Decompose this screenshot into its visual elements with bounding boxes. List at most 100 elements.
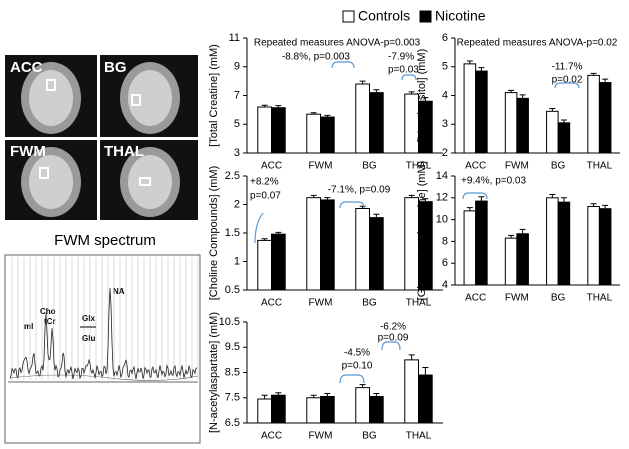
bar — [257, 398, 272, 424]
x-tick-label: THAL — [587, 293, 613, 304]
error-bar — [408, 194, 415, 198]
error-bar — [422, 366, 429, 376]
error-bar — [373, 392, 380, 397]
x-tick-label: THAL — [406, 298, 432, 309]
y-tick-label: 9.5 — [225, 341, 240, 353]
bar — [271, 233, 286, 291]
bar — [463, 210, 477, 286]
error-bar — [408, 354, 415, 360]
y-tick-label: 2 — [442, 147, 448, 159]
legend-swatch — [419, 10, 432, 23]
error-bar — [261, 394, 268, 400]
x-tick-label: BG — [551, 161, 566, 172]
y-tick-label: 10 — [436, 214, 448, 226]
y-axis-label: [Total Creatine] (mM) — [208, 44, 220, 147]
bar — [516, 233, 529, 286]
y-tick-label: 10.5 — [219, 316, 240, 328]
bar — [404, 359, 419, 424]
bar — [271, 394, 286, 424]
error-bar — [602, 78, 609, 83]
error-bar — [310, 194, 317, 198]
image-label: BG — [104, 59, 127, 76]
bracket — [331, 61, 355, 69]
y-tick-label: 4 — [442, 89, 448, 101]
error-bar — [359, 205, 366, 209]
bar — [306, 113, 321, 154]
y-axis-label: [N-acetylaspartate] (mM) — [208, 312, 220, 433]
error-bar — [478, 67, 485, 72]
x-tick-label: THAL — [406, 161, 432, 172]
bar — [463, 63, 477, 154]
bar — [587, 74, 600, 154]
bar — [587, 206, 600, 286]
x-tick-label: ACC — [465, 293, 486, 304]
error-bar — [324, 392, 331, 397]
annotation: +8.2% — [250, 177, 279, 188]
annotation: p=0.10 — [342, 361, 373, 372]
error-bar — [590, 72, 597, 76]
error-bar — [324, 197, 331, 200]
y-tick-label: 8.5 — [225, 366, 240, 378]
error-bar — [261, 104, 268, 107]
y-tick-label: 7.5 — [225, 392, 240, 404]
bar — [306, 397, 321, 424]
y-tick-label: 1.5 — [225, 227, 240, 239]
y-tick-label: 3 — [442, 118, 448, 130]
x-tick-label: THAL — [587, 161, 613, 172]
error-bar — [519, 94, 526, 99]
error-bar — [275, 392, 282, 396]
bar — [557, 201, 571, 286]
bar — [557, 122, 571, 154]
error-bar — [422, 198, 429, 202]
spectrum-line — [9, 287, 198, 380]
image-label: FWM — [10, 143, 46, 160]
bracket — [339, 374, 365, 384]
error-bar — [408, 91, 415, 95]
y-tick-label: 4 — [442, 279, 448, 291]
image-label: THAL — [104, 143, 144, 160]
y-axis-label: [Glutamate+glutamine] (mM) — [416, 161, 428, 301]
y-tick-label: 6.5 — [225, 417, 240, 429]
x-tick-label: ACC — [465, 161, 486, 172]
error-bar — [261, 238, 268, 241]
annotation: -4.5% — [344, 348, 370, 359]
bar — [516, 97, 529, 154]
error-bar — [275, 105, 282, 108]
annotation: +9.4%, p=0.03 — [461, 176, 526, 187]
legend-label: Nicotine — [435, 8, 486, 24]
y-tick-label: 5 — [442, 61, 448, 73]
y-tick-label: 8 — [442, 235, 448, 247]
legend-swatch — [342, 10, 355, 23]
bar — [306, 197, 321, 291]
y-tick-label: 12 — [436, 192, 448, 204]
peak-label: ml — [24, 322, 33, 331]
x-tick-label: BG — [362, 298, 377, 309]
x-tick-label: FWM — [505, 161, 529, 172]
y-tick-label: 14 — [436, 170, 448, 182]
y-tick-label: 6 — [442, 32, 448, 44]
bar — [257, 106, 272, 154]
error-bar — [508, 89, 515, 93]
legend-label: Controls — [358, 8, 410, 24]
annotation: p=0.03 — [388, 65, 419, 76]
error-bar — [560, 197, 567, 203]
x-tick-label: ACC — [261, 431, 282, 442]
bar — [355, 387, 370, 424]
bracket — [339, 201, 365, 209]
x-tick-label: FWM — [309, 298, 333, 309]
y-tick-label: 7 — [234, 89, 240, 101]
annotation: Repeated measures ANOVA-p=0.02 — [457, 38, 618, 49]
annotation: p=0.09 — [378, 333, 409, 344]
error-bar — [373, 89, 380, 93]
error-bar — [602, 204, 609, 209]
bar — [320, 395, 335, 424]
bar — [355, 83, 370, 154]
annotation: -7.1%, p=0.09 — [328, 185, 391, 196]
x-tick-label: BG — [551, 293, 566, 304]
x-tick-label: BG — [362, 431, 377, 442]
peak-label: Glu — [82, 334, 95, 343]
spectrum-title: FWM spectrum — [54, 232, 156, 249]
bar — [355, 207, 370, 291]
bracket — [462, 192, 488, 200]
y-tick-label: 11 — [229, 32, 240, 44]
